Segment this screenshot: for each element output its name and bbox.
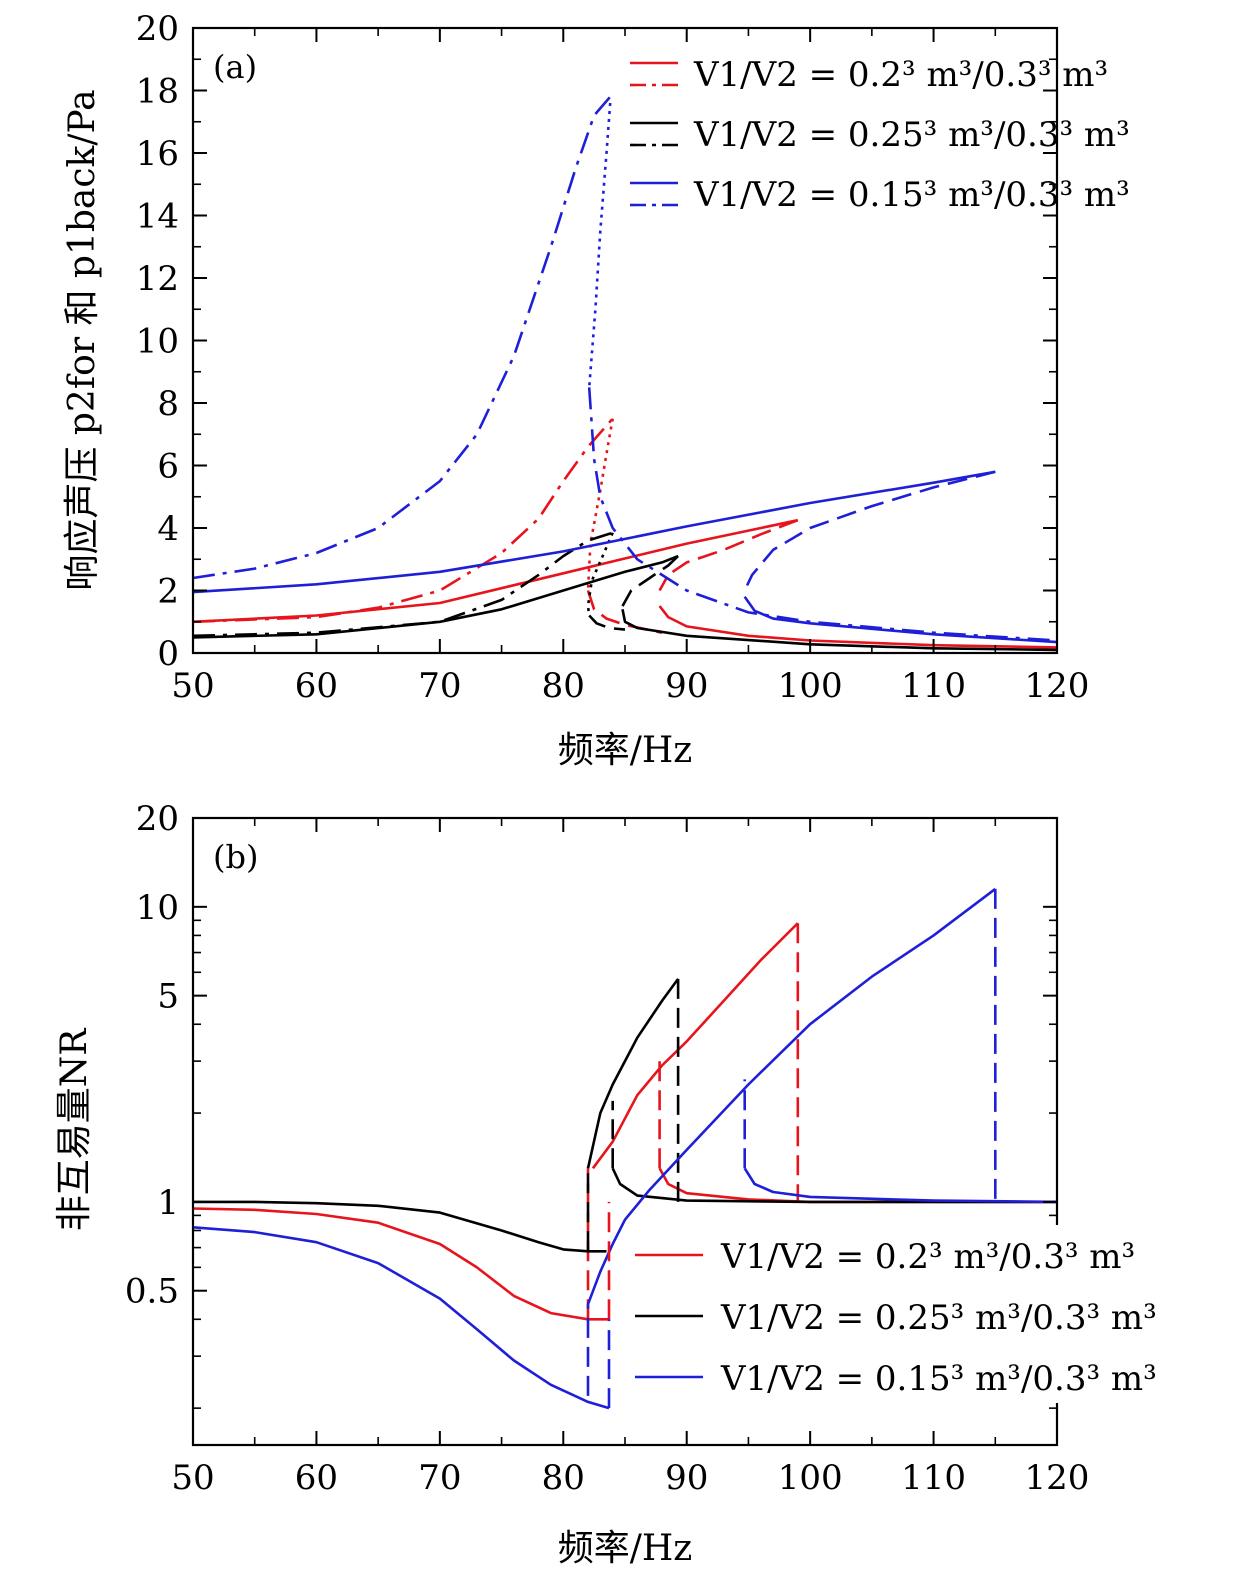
y-tick-label: 6 [157, 447, 179, 487]
y-tick-label: 10 [136, 322, 179, 362]
series-line-6 [586, 590, 663, 634]
series-line-2 [658, 518, 799, 592]
series-line-1 [192, 518, 799, 624]
series-line-13 [192, 470, 996, 594]
series-line-7 [193, 1200, 607, 1253]
x-tick-label: 110 [901, 1458, 966, 1498]
y-tick-label: 12 [136, 259, 179, 299]
x-tick-label: 120 [1025, 666, 1090, 706]
y-tick-label: 0 [157, 634, 179, 674]
panel-b-plot-area [192, 887, 1058, 1410]
x-tick-label: 90 [665, 666, 708, 706]
x-tick-label: 70 [418, 1458, 461, 1498]
y-tick-label: 0.5 [125, 1272, 179, 1312]
y-tick-label: 20 [136, 9, 179, 49]
panel-a-y-axis-title: 响应声压 p2for 和 p1back/Pa [62, 89, 103, 590]
x-tick-label: 100 [778, 1458, 843, 1498]
series-line-7 [192, 554, 679, 639]
series-line-18 [743, 1167, 1058, 1204]
series-line-13 [192, 1226, 610, 1410]
legend-label: V1/V2 = 0.2³ m³/0.3³ m³ [693, 55, 1108, 95]
series-line-8 [621, 555, 679, 607]
series-line-12 [611, 1167, 1057, 1204]
y-tick-label: 18 [136, 72, 179, 112]
panel-a-legend: V1/V2 = 0.2³ m³/0.3³ m³ V1/V2 = 0.25³ m³/… [630, 55, 1130, 215]
series-line-3 [591, 922, 799, 1170]
y-tick-label: 5 [157, 977, 179, 1017]
series-line-15 [743, 596, 1058, 644]
panel-a-plot-area [192, 95, 1058, 652]
series-line-1 [192, 1207, 609, 1321]
panel-b-legend: V1/V2 = 0.2³ m³/0.3³ m³ V1/V2 = 0.25³ m³/… [625, 1225, 1217, 1403]
panel-b-ticks: 50 60 70 80 90 100 110 120 0.5 1 5 10 20 [125, 799, 1090, 1498]
y-tick-label: 20 [136, 799, 179, 839]
x-tick-label: 70 [418, 666, 461, 706]
y-tick-label: 1 [157, 1183, 179, 1223]
y-tick-label: 16 [136, 134, 179, 174]
legend-label: V1/V2 = 0.25³ m³/0.3³ m³ [720, 1298, 1157, 1338]
x-tick-label: 60 [295, 1458, 338, 1498]
series-line-14 [743, 470, 996, 592]
y-tick-label: 4 [157, 509, 179, 549]
legend-background [625, 1225, 1217, 1403]
chart-panel-b: 50 60 70 80 90 100 110 120 0.5 1 5 10 20 (b) 频率/Hz 非… [54, 799, 1217, 1569]
panel-a-x-axis-title: 频率/Hz [558, 730, 693, 771]
series-line-4 [192, 417, 614, 624]
series-line-9 [586, 978, 680, 1169]
x-tick-label: 100 [778, 666, 843, 706]
series-line-10 [192, 531, 614, 638]
x-tick-label: 50 [171, 666, 214, 706]
legend-label: V1/V2 = 0.15³ m³/0.3³ m³ [720, 1359, 1157, 1399]
y-tick-label: 8 [157, 384, 179, 424]
panel-b-tag: (b) [213, 838, 258, 876]
x-tick-label: 80 [542, 666, 585, 706]
chart-panel-a: 50 60 70 80 90 100 110 120 0 2 4 6 8 10 12 14 16 18 20 (a)… [62, 9, 1130, 771]
x-tick-label: 110 [901, 666, 966, 706]
legend-label: V1/V2 = 0.2³ m³/0.3³ m³ [720, 1237, 1135, 1277]
y-tick-label: 10 [136, 888, 179, 928]
legend-label: V1/V2 = 0.25³ m³/0.3³ m³ [693, 115, 1130, 155]
x-tick-label: 80 [542, 1458, 585, 1498]
series-line-16 [192, 95, 612, 580]
panel-a-tag: (a) [213, 48, 257, 86]
series-line-17 [587, 102, 612, 388]
series-line-11 [586, 532, 614, 616]
x-tick-label: 120 [1025, 1458, 1090, 1498]
x-tick-label: 50 [171, 1458, 214, 1498]
legend-label: V1/V2 = 0.15³ m³/0.3³ m³ [693, 175, 1130, 215]
y-tick-label: 2 [157, 572, 179, 612]
series-line-6 [658, 1167, 1057, 1204]
panel-a-ticks: 50 60 70 80 90 100 110 120 0 2 4 6 8 10 12 14 16 18 20 [136, 9, 1090, 706]
panel-b-x-axis-title: 频率/Hz [558, 1528, 693, 1569]
series-line-12 [588, 614, 626, 631]
y-tick-label: 14 [136, 197, 179, 237]
x-tick-label: 90 [665, 1458, 708, 1498]
x-tick-label: 60 [295, 666, 338, 706]
panel-b-y-axis-title: 非互易量NR [54, 1028, 95, 1232]
series-line-18 [587, 387, 1058, 642]
